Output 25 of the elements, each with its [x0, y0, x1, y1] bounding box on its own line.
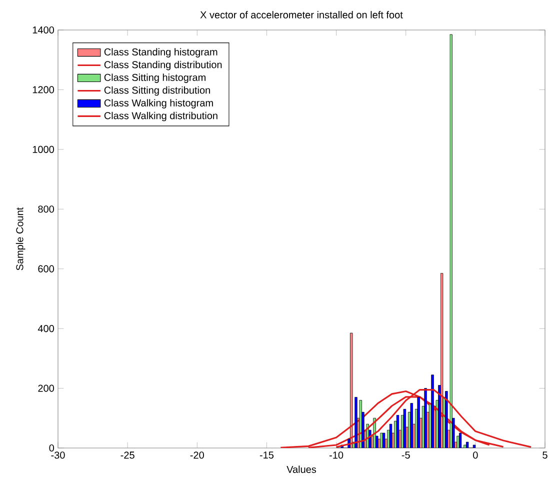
legend-label: Class Standing distribution	[104, 60, 222, 70]
y-tick-label: 1200	[32, 86, 54, 94]
legend-label: Class Walking histogram	[104, 99, 213, 108]
legend-label: Class Sitting histogram	[104, 74, 206, 83]
y-tick-label: 800	[38, 206, 54, 213]
x-tick-label: -25	[120, 452, 134, 459]
y-tick-label: 200	[38, 384, 54, 392]
x-tick-label: 0	[473, 452, 478, 459]
x-tick-label: -10	[329, 452, 344, 459]
y-tick-label: 1000	[32, 146, 54, 153]
legend-label: Class Walking distribution	[104, 112, 218, 122]
y-axis-title: Sample Count	[16, 207, 26, 270]
y-tick-label: 600	[38, 265, 54, 272]
y-tick-label: 1400	[32, 26, 54, 34]
x-axis-title: Values	[286, 466, 316, 473]
x-tick-label: 5	[542, 452, 548, 459]
chart-title: X vector of accelerometer installed on left foot	[200, 11, 403, 18]
legend-label: Class Standing histogram	[104, 48, 218, 58]
legend-label: Class Sitting distribution	[104, 86, 210, 96]
x-tick-label: -30	[51, 452, 65, 459]
y-tick-label: 400	[38, 325, 54, 332]
y-tick-label: 0	[49, 444, 54, 452]
x-tick-label: -20	[190, 452, 204, 459]
x-tick-label: -15	[260, 452, 274, 459]
x-tick-label: -5	[402, 452, 410, 459]
